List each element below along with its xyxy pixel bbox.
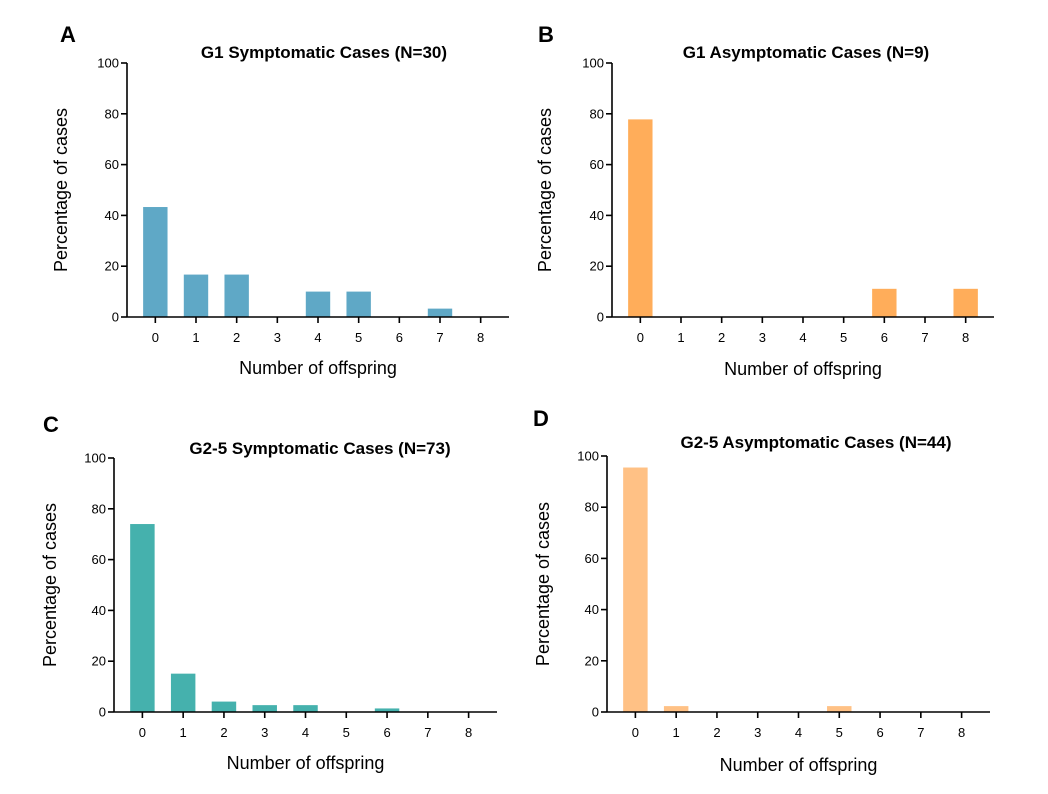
y-tick-label: 40 bbox=[585, 602, 599, 617]
x-tick-label: 0 bbox=[152, 330, 159, 345]
chart-panel-b: BG1 Asymptomatic Cases (N=9)020406080100… bbox=[535, 22, 994, 379]
chart-title: G1 Asymptomatic Cases (N=9) bbox=[683, 43, 929, 62]
panel-letter: A bbox=[60, 22, 76, 47]
bar-1 bbox=[663, 706, 689, 712]
y-tick-label: 40 bbox=[590, 208, 604, 223]
x-tick-label: 0 bbox=[637, 330, 644, 345]
y-tick-label: 100 bbox=[97, 56, 119, 71]
bar-4 bbox=[293, 705, 318, 712]
x-tick-label: 3 bbox=[274, 330, 281, 345]
x-tick-label: 6 bbox=[383, 725, 390, 740]
bar-1 bbox=[183, 274, 209, 317]
x-tick-label: 4 bbox=[795, 725, 802, 740]
x-tick-label: 1 bbox=[677, 330, 684, 345]
x-tick-label: 7 bbox=[436, 330, 443, 345]
bar-0 bbox=[130, 524, 155, 712]
bar-5 bbox=[346, 291, 371, 317]
chart-title: G1 Symptomatic Cases (N=30) bbox=[201, 43, 447, 62]
x-tick-label: 5 bbox=[355, 330, 362, 345]
y-tick-label: 0 bbox=[597, 310, 604, 325]
bar-7 bbox=[427, 308, 453, 317]
x-tick-label: 7 bbox=[921, 330, 928, 345]
x-tick-label: 2 bbox=[713, 725, 720, 740]
x-tick-label: 7 bbox=[917, 725, 924, 740]
x-tick-label: 3 bbox=[261, 725, 268, 740]
y-tick-label: 80 bbox=[590, 106, 604, 121]
y-tick-label: 100 bbox=[582, 56, 604, 71]
y-tick-label: 100 bbox=[84, 451, 106, 466]
y-tick-label: 20 bbox=[92, 654, 106, 669]
x-tick-label: 4 bbox=[302, 725, 309, 740]
x-tick-label: 8 bbox=[477, 330, 484, 345]
y-tick-label: 80 bbox=[585, 500, 599, 515]
y-tick-label: 100 bbox=[577, 449, 599, 464]
y-tick-label: 60 bbox=[585, 551, 599, 566]
x-tick-label: 2 bbox=[220, 725, 227, 740]
bar-6 bbox=[872, 288, 897, 317]
y-tick-label: 60 bbox=[105, 157, 119, 172]
x-tick-label: 8 bbox=[958, 725, 965, 740]
x-axis-label: Number of offspring bbox=[720, 755, 878, 775]
x-tick-label: 5 bbox=[836, 725, 843, 740]
y-tick-label: 60 bbox=[92, 552, 106, 567]
y-tick-label: 0 bbox=[99, 705, 106, 720]
y-tick-label: 40 bbox=[105, 208, 119, 223]
bar-6 bbox=[374, 708, 400, 712]
bar-0 bbox=[143, 207, 168, 317]
y-tick-label: 20 bbox=[590, 259, 604, 274]
bar-5 bbox=[827, 706, 852, 712]
x-axis-label: Number of offspring bbox=[227, 753, 385, 773]
y-axis-label: Percentage of cases bbox=[51, 108, 71, 272]
y-tick-label: 20 bbox=[105, 259, 119, 274]
x-tick-label: 6 bbox=[876, 725, 883, 740]
y-tick-label: 40 bbox=[92, 603, 106, 618]
x-tick-label: 8 bbox=[465, 725, 472, 740]
x-tick-label: 1 bbox=[673, 725, 680, 740]
x-tick-label: 3 bbox=[759, 330, 766, 345]
y-tick-label: 80 bbox=[105, 106, 119, 121]
bar-2 bbox=[211, 701, 237, 712]
x-axis-label: Number of offspring bbox=[724, 359, 882, 379]
bar-0 bbox=[623, 467, 648, 712]
y-tick-label: 80 bbox=[92, 501, 106, 516]
chart-panel-a: AG1 Symptomatic Cases (N=30)020406080100… bbox=[51, 22, 509, 378]
x-tick-label: 6 bbox=[396, 330, 403, 345]
x-tick-label: 8 bbox=[962, 330, 969, 345]
x-tick-label: 5 bbox=[343, 725, 350, 740]
y-axis-label: Percentage of cases bbox=[40, 503, 60, 667]
x-tick-label: 5 bbox=[840, 330, 847, 345]
bar-8 bbox=[953, 288, 978, 317]
panel-letter: D bbox=[533, 406, 549, 431]
y-axis-label: Percentage of cases bbox=[533, 502, 553, 666]
x-axis-label: Number of offspring bbox=[239, 358, 397, 378]
y-tick-label: 60 bbox=[590, 157, 604, 172]
bar-4 bbox=[305, 291, 331, 317]
x-tick-label: 2 bbox=[233, 330, 240, 345]
panel-letter: B bbox=[538, 22, 554, 47]
x-tick-label: 2 bbox=[718, 330, 725, 345]
bar-2 bbox=[224, 274, 249, 317]
chart-panel-c: CG2-5 Symptomatic Cases (N=73)0204060801… bbox=[40, 412, 497, 773]
panel-letter: C bbox=[43, 412, 59, 437]
chart-title: G2-5 Asymptomatic Cases (N=44) bbox=[680, 433, 951, 452]
x-tick-label: 6 bbox=[881, 330, 888, 345]
bar-0 bbox=[628, 119, 653, 317]
bar-3 bbox=[252, 705, 277, 712]
x-tick-label: 0 bbox=[632, 725, 639, 740]
y-tick-label: 20 bbox=[585, 653, 599, 668]
x-tick-label: 1 bbox=[192, 330, 199, 345]
y-tick-label: 0 bbox=[592, 705, 599, 720]
x-tick-label: 4 bbox=[799, 330, 806, 345]
y-axis-label: Percentage of cases bbox=[535, 108, 555, 272]
x-tick-label: 4 bbox=[314, 330, 321, 345]
x-tick-label: 0 bbox=[139, 725, 146, 740]
x-tick-label: 7 bbox=[424, 725, 431, 740]
chart-title: G2-5 Symptomatic Cases (N=73) bbox=[189, 439, 450, 458]
y-tick-label: 0 bbox=[112, 310, 119, 325]
x-tick-label: 1 bbox=[180, 725, 187, 740]
bar-1 bbox=[170, 673, 196, 712]
x-tick-label: 3 bbox=[754, 725, 761, 740]
chart-panel-d: DG2-5 Asymptomatic Cases (N=44)020406080… bbox=[533, 406, 990, 775]
